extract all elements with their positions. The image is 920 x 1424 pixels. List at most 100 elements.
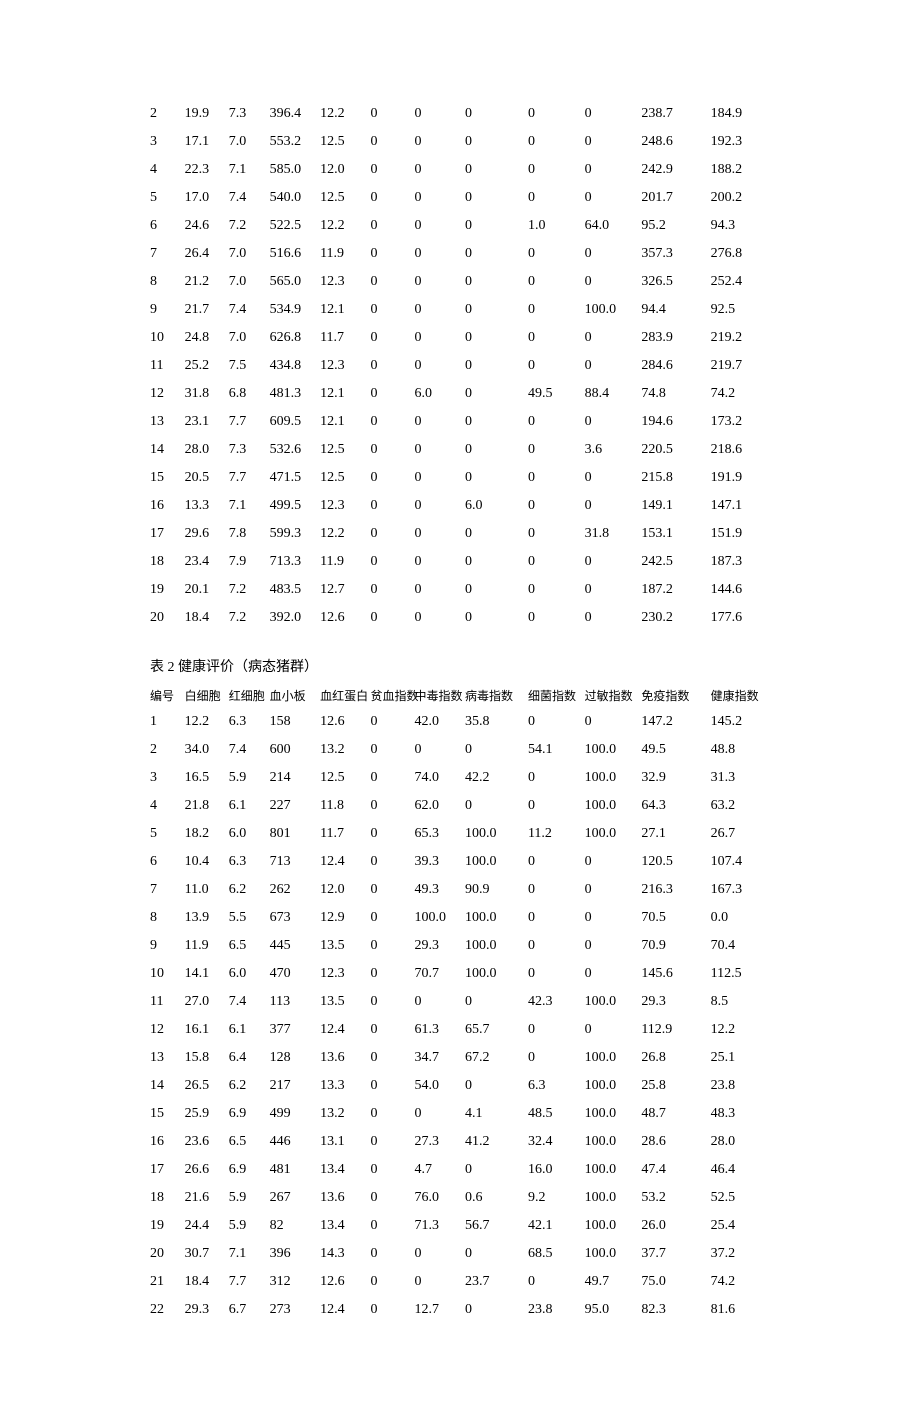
table-cell: 8 (150, 268, 185, 296)
table-cell: 192.3 (711, 128, 780, 156)
table-cell: 56.7 (465, 1212, 528, 1240)
table-cell: 6.0 (229, 820, 270, 848)
table-cell: 0 (370, 240, 414, 268)
table-cell: 326.5 (641, 268, 710, 296)
table-cell: 13.1 (320, 1128, 370, 1156)
table-header-cell: 红细胞 (229, 684, 270, 708)
table-cell: 6.0 (229, 960, 270, 988)
table-cell: 0 (370, 380, 414, 408)
table-cell: 3 (150, 764, 185, 792)
table-cell: 284.6 (641, 352, 710, 380)
table-cell: 0 (528, 792, 585, 820)
table-cell: 0 (528, 324, 585, 352)
table-cell: 35.8 (465, 708, 528, 736)
table-cell: 0 (528, 708, 585, 736)
table-cell: 100.0 (465, 960, 528, 988)
table-row: 1924.45.98213.4071.356.742.1100.026.0 25… (150, 1212, 780, 1240)
table-cell: 64.3 (641, 792, 710, 820)
table-cell: 7.4 (229, 988, 270, 1016)
table-cell: 42.0 (415, 708, 465, 736)
table-cell: 0 (465, 380, 528, 408)
table-cell: 0 (528, 576, 585, 604)
table-cell: 16.0 (528, 1156, 585, 1184)
table-cell: 21.2 (185, 268, 229, 296)
table-cell: 516.6 (270, 240, 320, 268)
table-cell: 12.5 (320, 128, 370, 156)
table-cell: 0 (370, 848, 414, 876)
table-cell: 12 (150, 1016, 185, 1044)
table-cell: 13.5 (320, 988, 370, 1016)
table-cell: 0 (370, 904, 414, 932)
table-cell: 88.4 (585, 380, 642, 408)
table-cell: 0 (370, 820, 414, 848)
table-cell: 0 (528, 100, 585, 128)
table-cell: 0 (370, 792, 414, 820)
table-cell: 0 (465, 240, 528, 268)
table-cell: 585.0 (270, 156, 320, 184)
table-cell: 0 (585, 708, 642, 736)
table-cell: 0 (465, 792, 528, 820)
table-cell: 0 (528, 464, 585, 492)
table-row: 1823.47.9713.311.900000 242.5187.3 (150, 548, 780, 576)
table-cell: 0 (585, 240, 642, 268)
table-cell: 230.2 (641, 604, 710, 632)
table-cell: 4.1 (465, 1100, 528, 1128)
table-cell: 62.0 (415, 792, 465, 820)
table-cell: 7.4 (229, 296, 270, 324)
table-cell: 70.4 (711, 932, 780, 960)
table-cell: 483.5 (270, 576, 320, 604)
table-cell: 0 (370, 1268, 414, 1296)
table-cell: 0 (370, 464, 414, 492)
table-cell: 445 (270, 932, 320, 960)
table-cell: 0 (370, 128, 414, 156)
table-cell: 100.0 (465, 932, 528, 960)
table-header-cell: 血红蛋白 (320, 684, 370, 708)
table-cell: 7.1 (229, 492, 270, 520)
table-cell: 100.0 (465, 820, 528, 848)
table-cell: 6.2 (229, 876, 270, 904)
table-cell: 0 (585, 548, 642, 576)
table-cell: 6.1 (229, 792, 270, 820)
table-row: 1525.96.949913.200 4.1 48.5100.0 48.7 48… (150, 1100, 780, 1128)
table-cell: 8 (150, 904, 185, 932)
table-cell: 0 (415, 988, 465, 1016)
table-cell: 10.4 (185, 848, 229, 876)
table-cell: 0 (585, 604, 642, 632)
table-cell: 801 (270, 820, 320, 848)
table-cell: 21.7 (185, 296, 229, 324)
table-cell: 0 (415, 436, 465, 464)
table-cell: 5.9 (229, 764, 270, 792)
table-cell: 0 (370, 1072, 414, 1100)
table-cell: 21.6 (185, 1184, 229, 1212)
table-cell: 14.1 (185, 960, 229, 988)
table-cell: 7.0 (229, 128, 270, 156)
table-cell: 82.3 (641, 1296, 710, 1324)
table-cell: 0 (528, 1268, 585, 1296)
table-cell: 194.6 (641, 408, 710, 436)
table-cell: 12.7 (320, 576, 370, 604)
table-cell: 22.3 (185, 156, 229, 184)
table-row: 422.37.1585.012.000000242.9188.2 (150, 156, 780, 184)
table-cell: 23.8 (528, 1296, 585, 1324)
table-cell: 20 (150, 1240, 185, 1268)
table-cell: 713.3 (270, 548, 320, 576)
table-cell: 113 (270, 988, 320, 1016)
table-cell: 112.9 (641, 1016, 710, 1044)
table-cell: 100.0 (585, 736, 642, 764)
table-cell: 0 (585, 352, 642, 380)
table-cell: 39.3 (415, 848, 465, 876)
table-cell: 120.5 (641, 848, 710, 876)
table-cell: 147.2 (641, 708, 710, 736)
table-cell: 11.0 (185, 876, 229, 904)
table-cell: 30.7 (185, 1240, 229, 1268)
table-cell: 18.4 (185, 604, 229, 632)
table-cell: 0 (528, 604, 585, 632)
table-row: 610.46.371312.4039.3100.00 0120.5107.4 (150, 848, 780, 876)
table-cell: 12.3 (320, 352, 370, 380)
table-cell: 100.0 (585, 296, 642, 324)
table-cell: 12.4 (320, 1016, 370, 1044)
table-cell: 0 (415, 212, 465, 240)
table-cell: 24.6 (185, 212, 229, 240)
table-cell: 70.7 (415, 960, 465, 988)
table-cell: 0 (370, 604, 414, 632)
